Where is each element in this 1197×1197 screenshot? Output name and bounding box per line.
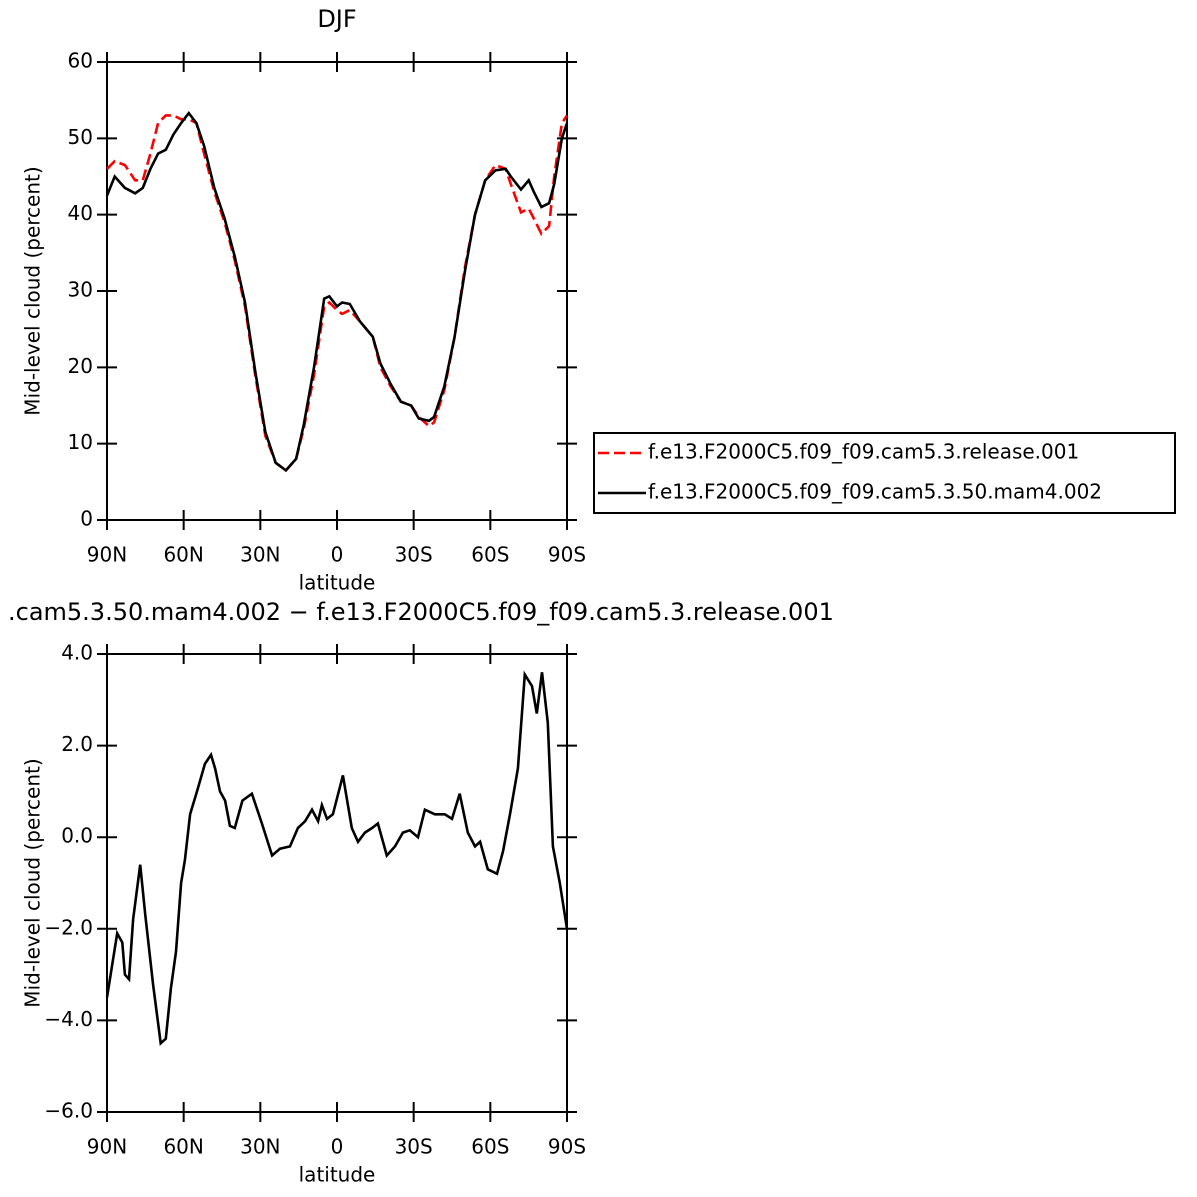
x-tick-label: 90N [87, 543, 127, 567]
y-tick-label: −4.0 [44, 1007, 93, 1031]
x-tick-label: 30N [240, 1135, 280, 1159]
x-tick-label: 0 [331, 1135, 344, 1159]
x-tick-label: 0 [331, 543, 344, 567]
x-tick-label: 90S [548, 1135, 586, 1159]
y-tick-label: 10 [68, 430, 93, 454]
y-tick-label: 0.0 [61, 824, 93, 848]
chart-title: .cam5.3.50.mam4.002 − f.e13.F2000C5.f09_… [8, 598, 834, 626]
x-tick-label: 90S [548, 543, 586, 567]
y-tick-label: 20 [68, 354, 93, 378]
y-tick-label: 30 [68, 278, 93, 302]
y-label-clip: Mid-level cloud (percent) [21, 758, 45, 1007]
panel: .cam5.3.50.mam4.002 − f.e13.F2000C5.f09_… [8, 598, 834, 1187]
y-tick-label: 4.0 [61, 641, 93, 665]
y-tick-label: 60 [68, 49, 93, 73]
y-tick-label: 40 [68, 201, 93, 225]
y-axis-label: Mid-level cloud (percent) [21, 758, 45, 1007]
y-tick-label: 2.0 [61, 732, 93, 756]
x-tick-label: 60N [163, 1135, 203, 1159]
x-tick-label: 30N [240, 543, 280, 567]
x-axis-label: latitude [299, 571, 376, 595]
y-axis-label: Mid-level cloud (percent) [21, 166, 45, 415]
data-line [106, 114, 569, 473]
legend-label: f.e13.F2000C5.f09_f09.cam5.3.release.001 [648, 440, 1079, 464]
x-tick-label: 60N [163, 543, 203, 567]
chart-title: DJF [317, 5, 356, 33]
x-tick-label: 60S [471, 1135, 509, 1159]
legend-label: f.e13.F2000C5.f09_f09.cam5.3.50.mam4.002 [648, 480, 1102, 504]
x-tick-label: 30S [395, 1135, 433, 1159]
panel: DJF 0 10 20 30 40 50 60 90N 60N 30N 0 30S 60S 90S latit… [21, 5, 1176, 595]
data-line [105, 670, 569, 1046]
x-tick-label: 30S [395, 543, 433, 567]
y-tick-label: 0 [80, 507, 93, 531]
plot-frame [106, 653, 568, 1113]
y-tick-label: −2.0 [44, 915, 93, 939]
data-line [105, 110, 569, 473]
x-tick-label: 90N [87, 1135, 127, 1159]
x-tick-label: 60S [471, 543, 509, 567]
legend-box [593, 432, 1176, 514]
y-tick-label: −6.0 [44, 1099, 93, 1123]
x-axis-label: latitude [299, 1163, 376, 1187]
y-tick-label: 50 [68, 125, 93, 149]
